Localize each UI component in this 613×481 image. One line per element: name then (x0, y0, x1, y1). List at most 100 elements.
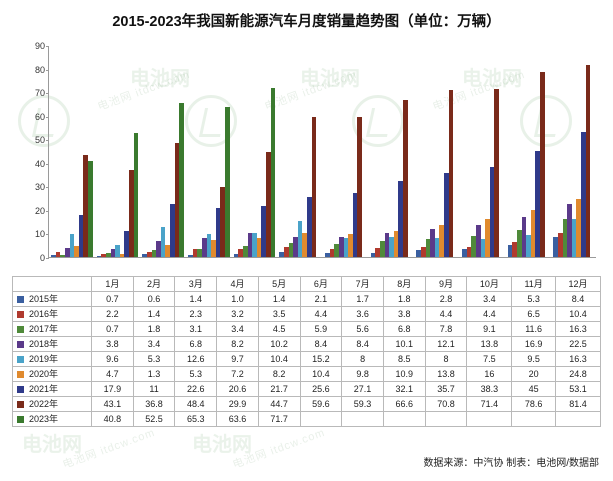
bar (265, 151, 271, 257)
y-axis-tick-mark (46, 163, 49, 165)
table-cell: 22.6 (174, 381, 218, 397)
table-cell: 22.5 (554, 336, 602, 352)
watermark-text: 电池网 itdcw.com (61, 426, 157, 472)
table-cell: 4.4 (299, 306, 343, 322)
bar (64, 248, 70, 257)
bar (475, 224, 481, 257)
bar-group (277, 46, 323, 257)
table-cell: 4.7 (91, 366, 134, 382)
table-cell: 5.3 (174, 366, 218, 382)
table-cell: 65.3 (174, 411, 218, 427)
table-cell: 40.8 (91, 411, 134, 427)
table-cell: 7.5 (466, 351, 513, 367)
table-cell: 5.6 (341, 321, 384, 337)
bar (233, 253, 239, 257)
table-row: 2017年 0.7 1.8 3.1 3.4 4.5 5.9 5.6 6.8 7.8 9.1 11.6 1… (12, 321, 602, 337)
table-cell: 6.8 (382, 321, 426, 337)
table-cell: 44.7 (257, 396, 301, 412)
bar-group (95, 46, 141, 257)
table-cell: 24.8 (554, 366, 602, 382)
data-table: 1月 2月 3月 4月 5月 6月 7月 8月 9月 10月 11月 12月 2015年 0.7 0.6 1.… (12, 276, 602, 427)
bar (297, 221, 303, 257)
table-cell: 78.6 (511, 396, 556, 412)
table-cell: 59.6 (299, 396, 343, 412)
table-cell: 2.1 (299, 291, 343, 307)
watermark-main-bottom: 电池网 (22, 434, 82, 456)
bar (78, 214, 84, 257)
legend-swatch-icon (17, 296, 24, 303)
bar (279, 252, 285, 257)
bar (558, 232, 563, 257)
bar (402, 100, 408, 257)
bar (261, 205, 266, 257)
table-cell: 6.5 (511, 306, 556, 322)
table-cell: 20 (511, 366, 556, 382)
bar (585, 65, 591, 257)
bar (156, 240, 161, 257)
table-cell: 15.2 (299, 351, 343, 367)
bar (124, 231, 129, 257)
bar (389, 236, 394, 257)
bar (398, 181, 403, 257)
bar (375, 248, 380, 257)
bar (581, 131, 586, 257)
y-axis-tick-mark (46, 69, 49, 71)
table-cell: 3.8 (382, 306, 426, 322)
bar (530, 209, 536, 257)
legend-swatch-icon (17, 416, 24, 423)
bar (74, 245, 79, 257)
bar (170, 203, 175, 257)
bar (370, 252, 376, 257)
table-row: 2020年 4.7 1.3 5.3 7.2 8.2 10.4 9.8 10.9 13.8 16 20 2… (12, 366, 602, 382)
bar-group (186, 46, 232, 257)
bar (60, 255, 65, 257)
table-column-header: 4月 (216, 276, 259, 292)
bar (133, 133, 139, 257)
table-row: 2021年 17.9 11 22.6 20.6 21.7 25.6 27.1 32.1 35.7 3… (12, 381, 602, 397)
bar (553, 237, 559, 257)
bar (238, 248, 243, 257)
table-cell: 63.6 (216, 411, 259, 427)
table-cell: 5.3 (132, 351, 176, 367)
bar (215, 208, 221, 257)
bar (128, 170, 134, 257)
bar (526, 234, 531, 257)
table-cell: 5.3 (511, 291, 556, 307)
table-cell: 2.8 (424, 291, 468, 307)
bar (224, 107, 230, 257)
table-cell: 0.7 (91, 291, 134, 307)
bar (421, 246, 426, 257)
bar (439, 224, 445, 257)
table-cell: 10.9 (382, 366, 426, 382)
table-cell: 4.4 (424, 306, 468, 322)
series-label-text: 2023年 (29, 414, 59, 424)
bar (416, 250, 422, 257)
bar (507, 244, 513, 257)
table-cell: 59.3 (341, 396, 384, 412)
bar (188, 254, 193, 257)
table-cell: 10.1 (382, 336, 426, 352)
bar (571, 218, 577, 257)
bar (101, 253, 106, 257)
table-cell: 11 (132, 381, 176, 397)
bar (206, 234, 212, 257)
table-cell: 71.7 (257, 411, 301, 427)
table-cell: 45 (511, 381, 556, 397)
table-header-row: 1月 2月 3月 4月 5月 6月 7月 8月 9月 10月 11月 12月 (12, 276, 602, 292)
bar (393, 231, 399, 257)
bar (480, 239, 486, 257)
bar (448, 90, 454, 257)
y-axis-tick-label: 90 (34, 41, 45, 51)
bar (201, 237, 207, 257)
table-row: 2018年 3.8 3.4 6.8 8.2 10.2 8.4 8.4 10.1 12.1 13.8 1… (12, 336, 602, 352)
table-cell: 1.8 (132, 321, 176, 337)
table-cell: 12.1 (424, 336, 468, 352)
bar (384, 233, 390, 257)
y-axis-tick-label: 30 (34, 182, 45, 193)
table-cell: 9.6 (91, 351, 134, 367)
table-cell: 3.4 (216, 321, 259, 337)
table-cell (341, 411, 384, 427)
table-column-header: 7月 (341, 276, 384, 292)
bar (179, 103, 184, 257)
table-cell: 16.9 (511, 336, 556, 352)
